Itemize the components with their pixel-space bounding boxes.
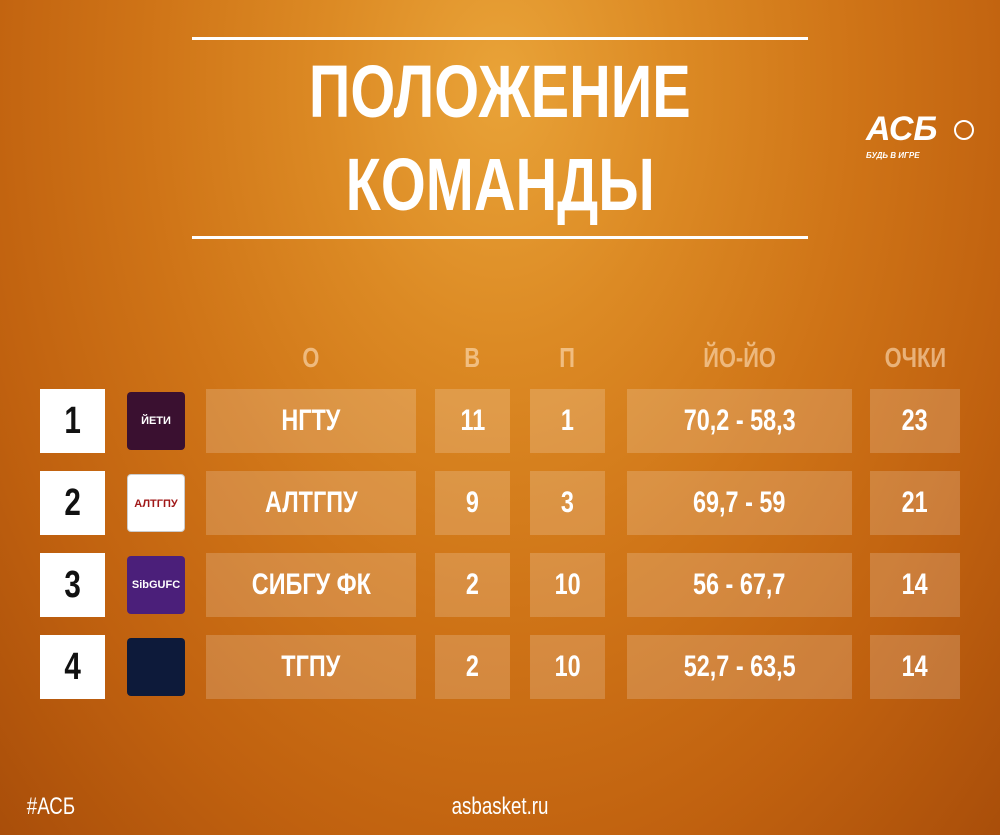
rank: 4 xyxy=(40,635,105,699)
wins: 2 xyxy=(435,635,510,699)
points: 21 xyxy=(870,471,960,535)
points: 14 xyxy=(870,553,960,617)
team-logo: SibGUFC xyxy=(127,556,185,614)
team-name: НГТУ xyxy=(206,389,416,453)
table-row: 1 ЙЕТИ НГТУ 11 1 70,2 - 58,3 23 xyxy=(0,389,1000,453)
losses: 1 xyxy=(530,389,605,453)
rank: 1 xyxy=(40,389,105,453)
score-average: 69,7 - 59 xyxy=(627,471,852,535)
losses: 10 xyxy=(530,635,605,699)
header-team: О xyxy=(302,342,320,373)
divider-bottom xyxy=(192,236,808,239)
table-row: 3 SibGUFC СИБГУ ФК 2 10 56 - 67,7 14 xyxy=(0,553,1000,617)
team-logo-text: SibGUFC xyxy=(131,579,181,591)
basketball-icon xyxy=(954,120,974,140)
team-logo: ЙЕТИ xyxy=(127,392,185,450)
team-logo: АЛТГПУ xyxy=(127,474,185,532)
wins: 11 xyxy=(435,389,510,453)
asb-logo: АСБ БУДЬ В ИГРЕ xyxy=(866,110,976,161)
team-name: АЛТГПУ xyxy=(206,471,416,535)
losses: 3 xyxy=(530,471,605,535)
team-name: СИБГУ ФК xyxy=(206,553,416,617)
score-average: 56 - 67,7 xyxy=(627,553,852,617)
asb-logo-tagline: БУДЬ В ИГРЕ xyxy=(866,151,920,160)
header-losses: П xyxy=(559,342,576,373)
header-points: ОЧКИ xyxy=(884,342,946,373)
table-row: 2 АЛТГПУ АЛТГПУ 9 3 69,7 - 59 21 xyxy=(0,471,1000,535)
hashtag: #АСБ xyxy=(26,793,76,820)
site-link[interactable]: asbasket.ru xyxy=(451,793,549,820)
title-line2: КОМАНДЫ xyxy=(345,143,655,226)
rank: 3 xyxy=(40,553,105,617)
team-logo xyxy=(127,638,185,696)
title-line1: ПОЛОЖЕНИЕ xyxy=(309,50,691,133)
divider-top xyxy=(192,37,808,40)
header-score: ЙО-ЙО xyxy=(703,342,776,373)
header-wins: В xyxy=(464,342,481,373)
team-logo-text: АЛТГПУ xyxy=(134,498,178,510)
score-average: 52,7 - 63,5 xyxy=(627,635,852,699)
losses: 10 xyxy=(530,553,605,617)
points: 14 xyxy=(870,635,960,699)
points: 23 xyxy=(870,389,960,453)
team-name: ТГПУ xyxy=(206,635,416,699)
wins: 9 xyxy=(435,471,510,535)
rank: 2 xyxy=(40,471,105,535)
asb-logo-text: АСБ xyxy=(866,110,938,148)
score-average: 70,2 - 58,3 xyxy=(627,389,852,453)
wins: 2 xyxy=(435,553,510,617)
team-logo-text: ЙЕТИ xyxy=(141,415,171,427)
table-row: 4 ТГПУ 2 10 52,7 - 63,5 14 xyxy=(0,635,1000,699)
